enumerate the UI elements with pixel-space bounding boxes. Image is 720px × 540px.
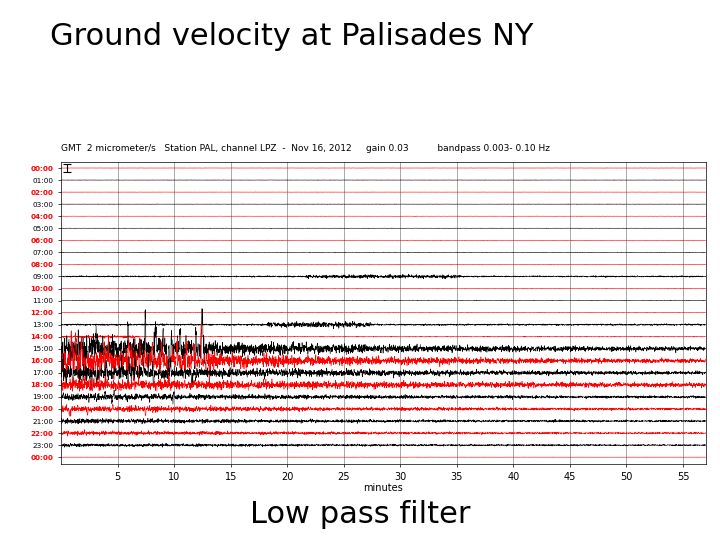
Text: Low pass filter: Low pass filter (250, 500, 470, 529)
Text: GMT  2 micrometer/s   Station PAL, channel LPZ  -  Nov 16, 2012     gain 0.03   : GMT 2 micrometer/s Station PAL, channel … (61, 144, 550, 153)
Text: Ground velocity at Palisades NY: Ground velocity at Palisades NY (50, 22, 534, 51)
X-axis label: minutes: minutes (364, 483, 403, 494)
